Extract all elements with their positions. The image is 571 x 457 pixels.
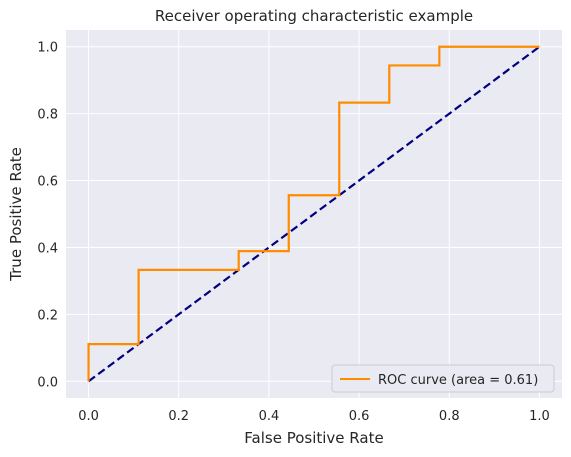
y-tick-label: 0.4 [37,241,58,256]
chance-diagonal-line [87,45,541,383]
x-tick-label: 0.0 [78,409,99,424]
legend-box [331,364,555,393]
legend-label-roc: ROC curve (area = 0.61) [378,373,538,388]
x-tick-label: 0.4 [259,409,280,424]
series-layer [87,45,541,383]
grid-lines [66,30,562,398]
x-tick-label: 0.6 [349,409,370,424]
x-tick-label: 0.8 [439,409,460,424]
roc-curve-line [87,45,540,382]
y-axis-label: True Positive Rate [7,147,25,282]
y-tick-label: 0.8 [37,108,58,123]
y-tick-label: 1.0 [37,41,58,56]
x-axis-label: False Positive Rate [244,429,383,447]
x-tick-label: 0.2 [168,409,189,424]
x-tick-labels: 0.0 0.2 0.4 0.6 0.8 1.0 [78,409,550,424]
y-tick-label: 0.0 [37,375,58,390]
x-tick-label: 1.0 [529,409,550,424]
legend: ROC curve (area = 0.61) [331,364,555,393]
y-tick-label: 0.6 [37,175,58,190]
chart-title: Receiver operating characteristic exampl… [155,7,473,25]
y-tick-label: 0.2 [37,308,58,323]
y-tick-labels: 0.0 0.2 0.4 0.6 0.8 1.0 [37,41,58,391]
